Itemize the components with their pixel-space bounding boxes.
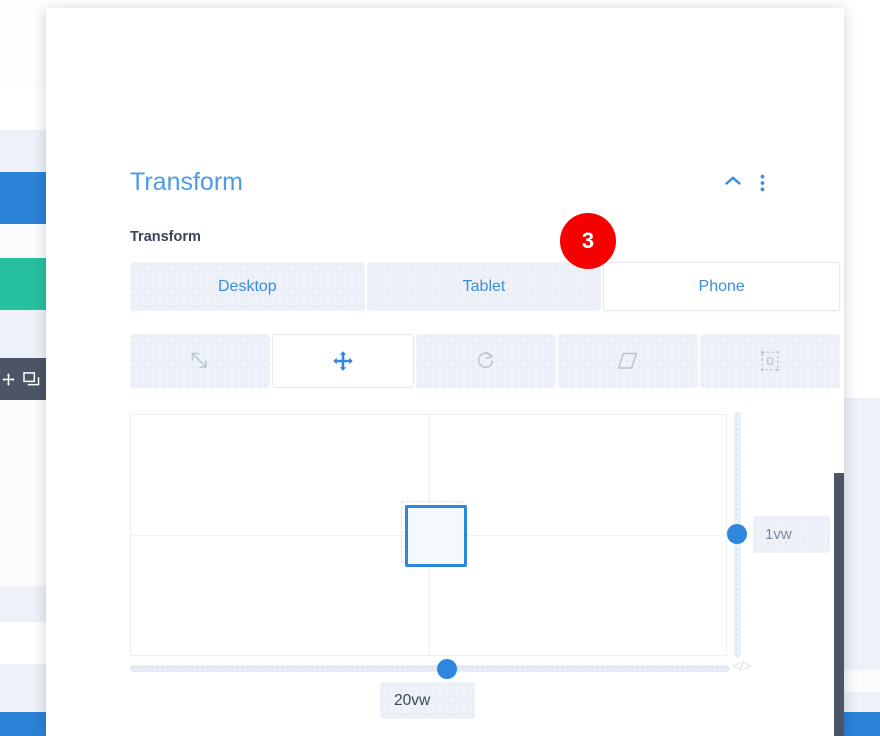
bg-block-teal (0, 258, 46, 310)
transform-mode-skew[interactable] (558, 334, 698, 388)
section-more-vertical-icon[interactable] (760, 174, 778, 192)
bg-band-top (0, 0, 46, 84)
bg-gap-4 (0, 622, 46, 664)
modal-scrollbar[interactable] (834, 473, 844, 736)
step-badge: 3 (560, 213, 616, 269)
bg-right-white (844, 670, 880, 692)
section-title: Transform (130, 168, 243, 196)
transform-section-header: Transform (130, 168, 778, 197)
vertical-value-input[interactable] (753, 516, 830, 553)
bg-band-pale-lower (0, 586, 46, 622)
bg-right-pale (844, 398, 880, 670)
module-mini-toolbar[interactable] (0, 358, 46, 400)
code-snippet-icon[interactable]: </> (732, 658, 752, 675)
vertical-slider[interactable] (727, 412, 747, 658)
horizontal-slider-track[interactable] (130, 665, 730, 672)
duplicate-icon[interactable] (23, 371, 40, 387)
horizontal-slider[interactable] (130, 659, 730, 679)
device-tab-tablet[interactable]: Tablet (366, 262, 602, 311)
bg-right-pale-2 (844, 692, 880, 712)
vertical-slider-thumb[interactable] (727, 524, 747, 544)
transform-canvas[interactable] (130, 414, 727, 656)
bg-block-blue-bottom-right (844, 712, 880, 736)
bg-band-second (0, 84, 46, 130)
transform-mode-buttons (130, 334, 840, 388)
section-controls (724, 174, 778, 192)
modal-body: Transform Tr (46, 8, 844, 736)
transform-mode-rotate[interactable] (416, 334, 556, 388)
settings-modal: Text Settings (46, 8, 844, 736)
move-icon (333, 351, 353, 371)
bg-block-blue-upper (0, 172, 46, 224)
bg-band-pale-upper (0, 130, 46, 172)
bg-gap-3 (0, 400, 46, 586)
transform-mode-translate[interactable] (272, 334, 414, 388)
scale-icon (189, 350, 211, 372)
horizontal-slider-thumb[interactable] (437, 659, 457, 679)
origin-icon (759, 350, 781, 372)
device-tab-desktop[interactable]: Desktop (130, 262, 365, 311)
horizontal-value-input[interactable] (380, 682, 475, 719)
move-handle-icon[interactable] (2, 372, 15, 386)
canvas-drag-handle[interactable] (405, 505, 467, 567)
transform-mode-scale[interactable] (130, 334, 270, 388)
bg-gap-1 (0, 224, 46, 258)
transform-field-label: Transform (130, 229, 201, 245)
skew-icon (616, 351, 640, 371)
transform-mode-origin[interactable] (700, 334, 840, 388)
responsive-device-tabs: Desktop Tablet Phone (130, 262, 841, 311)
chevron-up-icon[interactable] (724, 174, 742, 192)
rotate-icon (475, 350, 497, 372)
bg-gap-2 (0, 310, 46, 358)
bg-band-pale-bottom (0, 664, 46, 712)
bg-block-blue-bottom-left (0, 712, 46, 736)
device-tab-phone[interactable]: Phone (603, 262, 841, 311)
